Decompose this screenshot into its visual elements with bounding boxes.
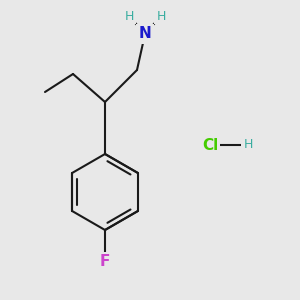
Text: H: H	[124, 10, 134, 22]
Text: Cl: Cl	[202, 137, 218, 152]
Text: F: F	[100, 254, 110, 269]
Text: N: N	[139, 26, 152, 41]
Text: H: H	[243, 139, 253, 152]
Text: H: H	[156, 10, 166, 22]
